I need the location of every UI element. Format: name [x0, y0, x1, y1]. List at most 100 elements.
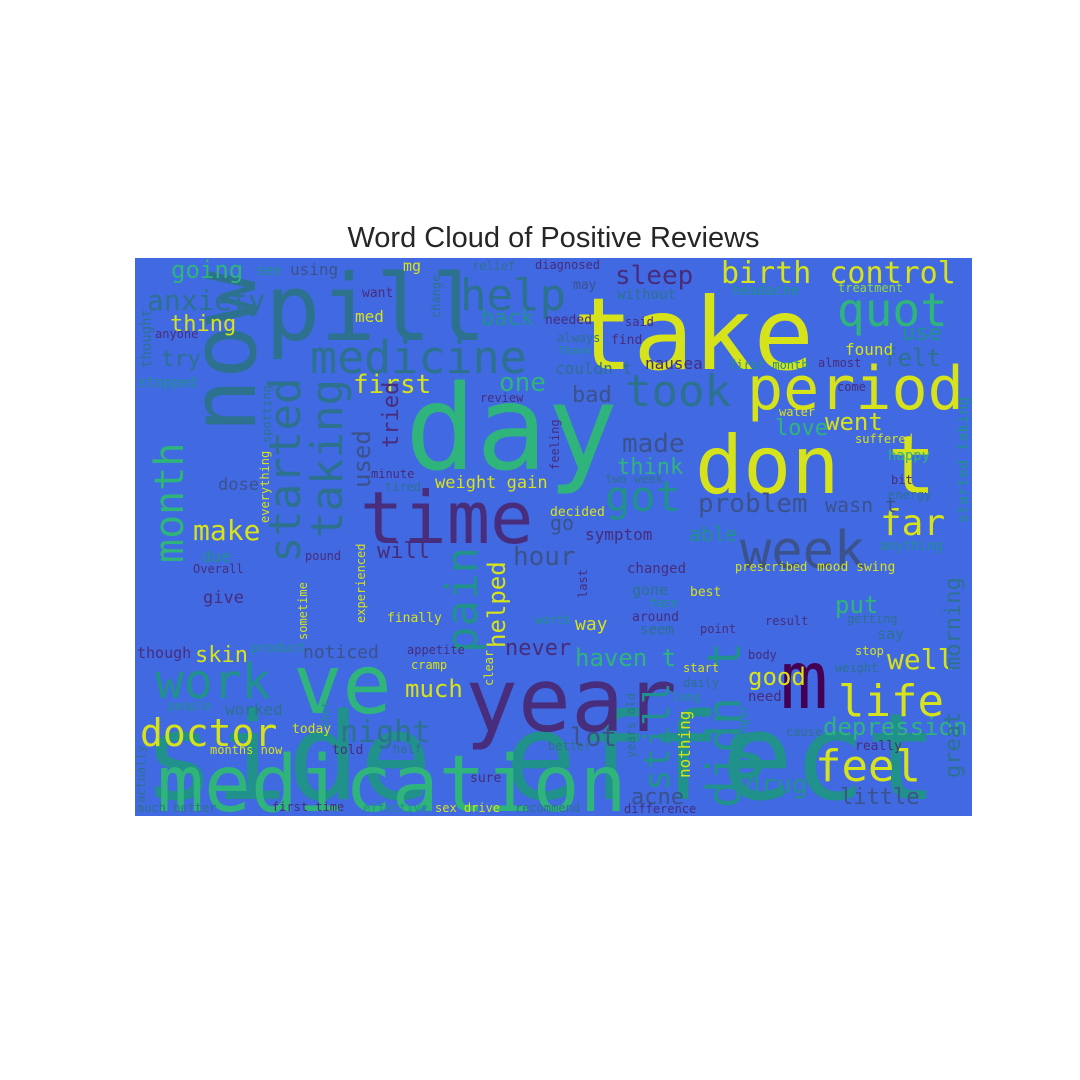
word-finally: finally — [387, 611, 442, 626]
word-without: without — [617, 287, 676, 303]
word-side-effect: side effect — [143, 689, 938, 816]
word-anyone: anyone — [155, 327, 198, 341]
word-experienced: experienced — [354, 544, 368, 623]
word-good: good — [748, 663, 806, 691]
word-worth: worth — [535, 613, 571, 627]
word-decided: decided — [550, 505, 605, 520]
word-taking: taking — [302, 379, 353, 538]
word-period: period — [747, 354, 964, 424]
word-lot: lot — [570, 723, 617, 753]
word-using: using — [290, 260, 338, 279]
word-much: much — [405, 675, 463, 703]
word-anything: anything — [880, 539, 943, 554]
word-s: s — [722, 704, 770, 797]
word-sleep: sleep — [615, 261, 693, 291]
word-people: people — [168, 699, 211, 713]
word-months-now: months now — [210, 743, 283, 757]
word-back: back — [481, 306, 534, 331]
word-first: first — [353, 370, 431, 400]
word-thing: thing — [170, 312, 236, 337]
word-change: change — [429, 275, 443, 318]
word-cloud-canvas: side effectdaytakepillnowyearmedicationt… — [135, 258, 972, 816]
word-first-time: first time — [272, 800, 344, 814]
word-seem: seem — [640, 622, 674, 638]
word-think: think — [617, 455, 683, 480]
word-due: due — [202, 547, 231, 566]
word-tried: tried — [379, 382, 404, 448]
word-around: around — [632, 610, 679, 625]
word-pill: pill — [265, 258, 487, 362]
word-two-week: two week — [605, 472, 664, 486]
word-thank: Thank — [558, 344, 591, 357]
word-still: still — [637, 683, 678, 791]
word-go: go — [550, 511, 574, 535]
word-headache: headache — [732, 283, 799, 299]
word-needed: needed — [545, 313, 592, 328]
word-feel: feel — [815, 741, 921, 792]
word-see: see — [256, 263, 281, 279]
word-face: face — [649, 596, 678, 610]
word-though: though — [137, 644, 191, 662]
word-one: one — [499, 368, 546, 398]
word-great: great — [941, 712, 966, 778]
word-helped: helped — [483, 561, 511, 648]
word-quot: quot — [837, 283, 948, 337]
word-ve: ve — [293, 638, 392, 733]
word-put: put — [835, 591, 878, 619]
word-happy: happy — [888, 448, 930, 464]
word-want: want — [362, 286, 393, 301]
word-pain: pain — [437, 547, 488, 653]
word-really: really — [855, 739, 902, 754]
word-difference: difference — [624, 802, 696, 816]
word-weight-gain: weight gain — [435, 473, 548, 493]
word-sometime: sometime — [296, 582, 310, 640]
word-month: month — [147, 443, 193, 563]
word-medicine: medicine — [310, 331, 527, 384]
word-sex-drive: sex drive — [435, 801, 500, 815]
word-dose: dose — [218, 475, 259, 495]
word-getting: getting — [847, 612, 898, 626]
word-now: now — [172, 270, 277, 433]
word-tired: tired — [385, 480, 421, 494]
word-pound: pound — [305, 549, 341, 563]
word-hour: hour — [513, 542, 576, 572]
word-didn-t: didn t — [697, 642, 751, 808]
word-say: say — [877, 625, 904, 643]
word-far: far — [880, 503, 945, 544]
word-way: way — [575, 614, 608, 635]
word-started: started — [260, 378, 311, 563]
word-doctor: doctor — [140, 711, 277, 755]
word-today: today — [292, 722, 331, 737]
word-wasn-t: wasn t — [825, 493, 897, 517]
word-bad: bad — [572, 383, 612, 408]
word-relief: relief — [472, 259, 515, 273]
word-daily: daily — [683, 676, 719, 690]
word-water: water — [779, 405, 815, 419]
word-product: product — [251, 641, 306, 656]
word-point: point — [700, 622, 736, 636]
word-bit: bit — [891, 473, 913, 487]
word-appetite: appetite — [407, 643, 465, 657]
word-started-taking: started taking — [954, 397, 972, 523]
word-used: used — [348, 430, 376, 488]
word-day: day — [405, 359, 618, 497]
word-spotting: spotting — [260, 385, 274, 443]
word-morning: morning — [941, 577, 966, 670]
word-noticed: noticed — [303, 642, 379, 663]
word-night: night — [340, 715, 430, 750]
word-depression: depression — [823, 713, 968, 741]
word-told: told — [332, 743, 363, 758]
word-prescribed: prescribed — [735, 560, 807, 574]
word-acne: acne — [631, 785, 684, 810]
word-skin: skin — [195, 643, 248, 668]
word-make: make — [193, 514, 260, 547]
word-weight: weight — [835, 661, 878, 675]
word-actually: actually — [135, 745, 148, 803]
word-symptom: symptom — [585, 525, 652, 544]
word-longer: longer — [736, 705, 750, 748]
word-couldn-t: couldn t — [555, 359, 632, 378]
word-body: body — [748, 648, 777, 662]
word-feeling: feeling — [548, 419, 562, 470]
word-worked: worked — [225, 700, 283, 719]
word-little: little — [840, 785, 919, 810]
